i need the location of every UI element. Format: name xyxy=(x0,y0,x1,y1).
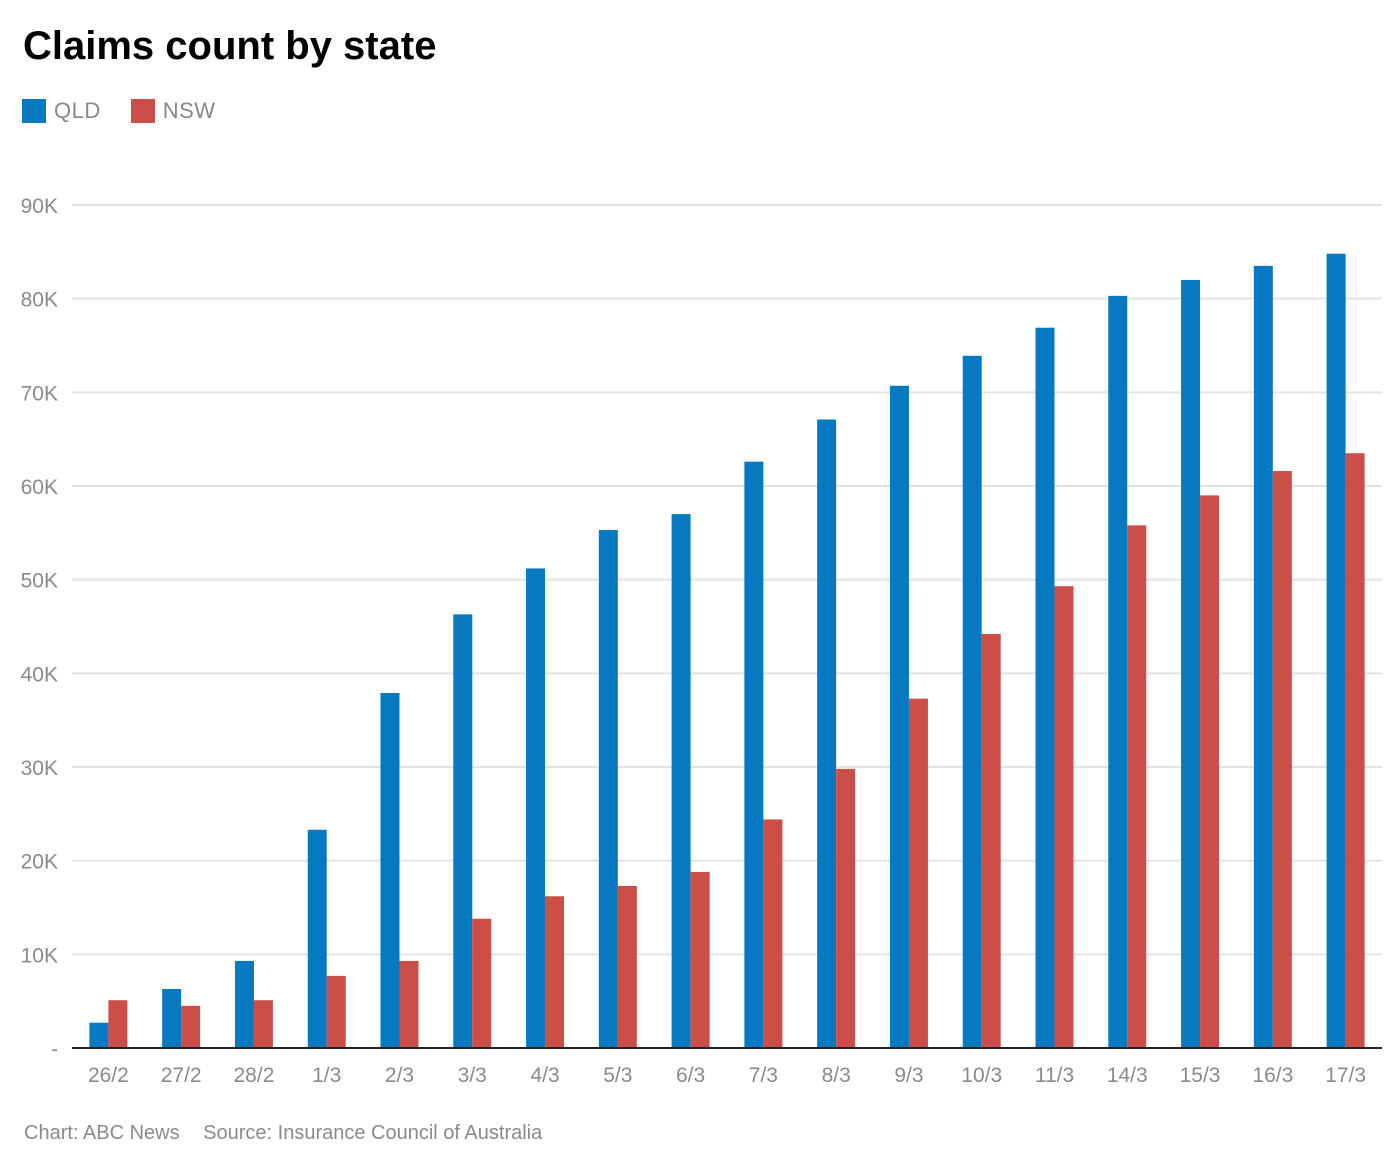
legend-label-nsw: NSW xyxy=(162,98,216,123)
x-tick-label: 14/3 xyxy=(1107,1064,1148,1087)
chart-footer: Chart: ABC News Source: Insurance Counci… xyxy=(24,1122,560,1145)
y-tick-label: 70K xyxy=(21,382,58,405)
bar-qld xyxy=(380,693,400,1048)
bar-nsw xyxy=(253,1000,273,1048)
bar-nsw xyxy=(472,918,492,1048)
chart-credit: Chart: ABC News xyxy=(24,1122,180,1144)
bar-qld xyxy=(89,1022,109,1048)
bar-qld xyxy=(307,829,327,1048)
bar-qld xyxy=(598,530,618,1048)
bar-qld xyxy=(1108,295,1128,1048)
bar-nsw xyxy=(763,819,783,1048)
bar-qld xyxy=(162,988,182,1048)
bar-qld xyxy=(1253,265,1273,1049)
bar-nsw xyxy=(690,871,710,1048)
y-tick-label: 40K xyxy=(21,663,58,686)
y-tick-label: 20K xyxy=(21,851,58,874)
y-tick-label: 10K xyxy=(21,944,58,967)
bar-nsw xyxy=(836,768,856,1048)
bar-qld xyxy=(1035,327,1055,1048)
bar-qld xyxy=(744,461,764,1048)
x-tick-label: 28/2 xyxy=(234,1064,275,1087)
bar-nsw xyxy=(326,975,346,1048)
bar-nsw xyxy=(908,698,928,1048)
y-tick-label: 50K xyxy=(21,570,58,593)
x-tick-label: 16/3 xyxy=(1252,1064,1293,1087)
y-tick-label: 90K xyxy=(21,195,58,218)
legend-swatch-nsw xyxy=(130,99,155,123)
bar-nsw xyxy=(545,896,565,1048)
y-tick-label: - xyxy=(51,1038,58,1061)
bar-qld xyxy=(671,514,691,1048)
bar-nsw xyxy=(1054,586,1074,1048)
bar-nsw xyxy=(1345,453,1365,1048)
legend-swatch-qld xyxy=(22,99,46,123)
y-tick-label: 30K xyxy=(21,757,58,780)
bar-qld xyxy=(962,355,982,1048)
x-tick-label: 3/3 xyxy=(458,1064,487,1087)
bar-nsw xyxy=(1127,525,1147,1048)
x-tick-label: 11/3 xyxy=(1035,1064,1074,1087)
y-tick-label: 60K xyxy=(21,476,58,499)
bar-qld xyxy=(526,568,546,1048)
bar-qld xyxy=(817,419,837,1048)
chart-legend: QLD NSW xyxy=(22,98,246,124)
bar-nsw xyxy=(617,885,637,1048)
y-tick-label: 80K xyxy=(21,289,58,312)
x-tick-label: 9/3 xyxy=(894,1064,923,1087)
x-tick-label: 26/2 xyxy=(88,1064,129,1087)
bar-nsw xyxy=(981,633,1001,1048)
bar-qld xyxy=(889,385,909,1048)
x-tick-label: 15/3 xyxy=(1180,1064,1221,1087)
bar-nsw xyxy=(1200,495,1220,1048)
x-tick-label: 17/3 xyxy=(1325,1064,1366,1087)
x-tick-label: 8/3 xyxy=(822,1064,851,1087)
bar-nsw xyxy=(181,1005,201,1048)
bar-qld xyxy=(1326,253,1346,1048)
bar-qld xyxy=(1181,279,1201,1048)
legend-item-qld: QLD xyxy=(22,98,101,124)
bar-chart: - 10K 20K 30K 40K 50K 60K 70K 80K 90K 26/2 27/2 28/2… xyxy=(21,195,1382,1087)
x-tick-label: 4/3 xyxy=(530,1064,559,1087)
bar-nsw xyxy=(399,960,419,1048)
bar-nsw xyxy=(108,1000,128,1048)
legend-item-nsw: NSW xyxy=(130,98,216,124)
x-tick-label: 1/3 xyxy=(312,1064,341,1087)
bar-qld xyxy=(453,614,473,1048)
x-tick-label: 6/3 xyxy=(676,1064,705,1087)
x-tick-label: 2/3 xyxy=(385,1064,414,1087)
x-tick-label: 5/3 xyxy=(603,1064,632,1087)
legend-label-qld: QLD xyxy=(54,98,101,123)
x-tick-label: 27/2 xyxy=(161,1064,202,1087)
x-tick-label: 10/3 xyxy=(961,1064,1002,1087)
chart-source: Source: Insurance Council of Australia xyxy=(203,1122,543,1144)
x-tick-label: 7/3 xyxy=(749,1064,778,1087)
bar-qld xyxy=(234,960,254,1048)
bar-nsw xyxy=(1272,471,1292,1049)
chart-title: Claims count by state xyxy=(23,24,437,68)
